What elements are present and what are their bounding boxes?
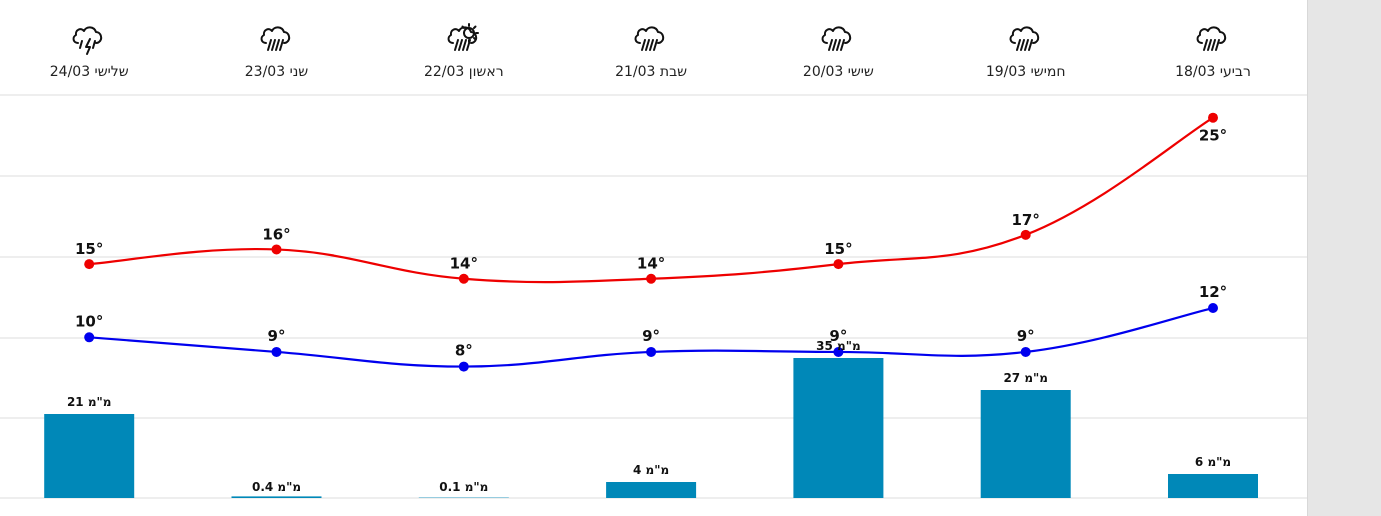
precip-label: 6 מ"מ — [1195, 455, 1231, 469]
low-temp-label: 9° — [829, 327, 847, 345]
day-header: שבת 21/03 — [581, 22, 721, 80]
low-temp-label: 8° — [455, 342, 473, 360]
day-header: רביעי 18/03 — [1143, 22, 1283, 80]
low-temp-point — [646, 346, 657, 357]
high-temp-label: 16° — [262, 225, 290, 243]
precip-bar — [980, 390, 1071, 498]
day-label: שני 23/03 — [244, 64, 309, 80]
rain-cloud-icon — [634, 26, 665, 51]
high-temp-point — [271, 244, 282, 255]
low-temp-label: 10° — [75, 312, 103, 330]
precip-bar — [44, 414, 135, 498]
rain-cloud-icon — [260, 26, 290, 51]
low-temp-label: 9° — [1017, 327, 1035, 345]
high-temp-label: 14° — [450, 255, 478, 273]
forecast-chart: 25°12°6 מ"מ17°9°27 מ"מ15°9°35 מ"מ14°9°4 … — [0, 94, 1307, 499]
high-temp-point — [458, 273, 469, 284]
high-temp-label: 15° — [824, 240, 852, 258]
precip-label: 4 מ"מ — [633, 463, 669, 477]
precip-bar — [1168, 474, 1258, 498]
precip-label: 0.4 מ"מ — [252, 480, 301, 494]
precip-label: 35 מ"מ — [816, 339, 861, 353]
rain-cloud-icon — [821, 26, 852, 51]
high-temp-point — [1020, 229, 1031, 240]
low-temp-label: 9° — [642, 327, 660, 345]
day-header: שלישי 24/03 — [19, 22, 159, 80]
day-label: שבת 21/03 — [615, 64, 688, 80]
day-header: ראשון 22/03 — [394, 22, 534, 80]
precip-label: 27 מ"מ — [1003, 371, 1048, 385]
precip-label: 0.1 מ"מ — [439, 480, 488, 494]
day-label: חמישי 19/03 — [985, 64, 1066, 80]
thunder-rain-cloud-icon — [72, 26, 103, 55]
high-temp-label: 17° — [1012, 211, 1040, 229]
forecast-panel: רביעי 18/03 חמישי 19/03 שישי 20/03 שבת 21/0… — [0, 22, 1307, 499]
low-temp-point — [84, 332, 95, 343]
day-header: חמישי 19/03 — [956, 22, 1096, 80]
value-labels: 25°12°6 מ"מ17°9°27 מ"מ15°9°35 מ"מ14°9°4 … — [67, 127, 1231, 494]
day-header: שישי 20/03 — [768, 22, 908, 80]
low-temp-point — [833, 346, 844, 357]
rain-cloud-icon — [1009, 26, 1039, 51]
sun-cloud-rain-icon — [447, 23, 479, 51]
day-header: שני 23/03 — [207, 22, 347, 80]
low-temp-point — [1020, 346, 1031, 357]
day-label: ראשון 22/03 — [423, 64, 504, 80]
precip-bar — [793, 358, 884, 498]
low-temp-point — [458, 361, 469, 372]
high-temp-point — [646, 273, 657, 284]
high-temp-point — [84, 259, 95, 270]
points — [84, 112, 1218, 372]
day-label: שלישי 24/03 — [49, 64, 129, 80]
high-temp-label: 15° — [75, 240, 103, 258]
rain-cloud-icon — [1196, 26, 1227, 51]
precip-bars — [44, 358, 1258, 498]
high-temp-point — [833, 259, 844, 270]
precip-bar — [231, 496, 322, 498]
low-temp-point — [1208, 303, 1218, 314]
precip-bar — [606, 482, 697, 498]
day-label: שישי 20/03 — [802, 64, 874, 80]
side-panel — [1307, 0, 1381, 516]
low-temp-point — [271, 346, 282, 357]
high-temp-label: 25° — [1199, 127, 1227, 145]
low-temp-label: 12° — [1199, 283, 1227, 301]
low-temp-label: 9° — [268, 327, 286, 345]
high-temp-point — [1208, 112, 1218, 123]
day-label: רביעי 18/03 — [1175, 64, 1251, 80]
high-temp-label: 14° — [637, 255, 665, 273]
precip-label: 21 מ"מ — [67, 395, 112, 409]
grid — [0, 94, 1307, 499]
